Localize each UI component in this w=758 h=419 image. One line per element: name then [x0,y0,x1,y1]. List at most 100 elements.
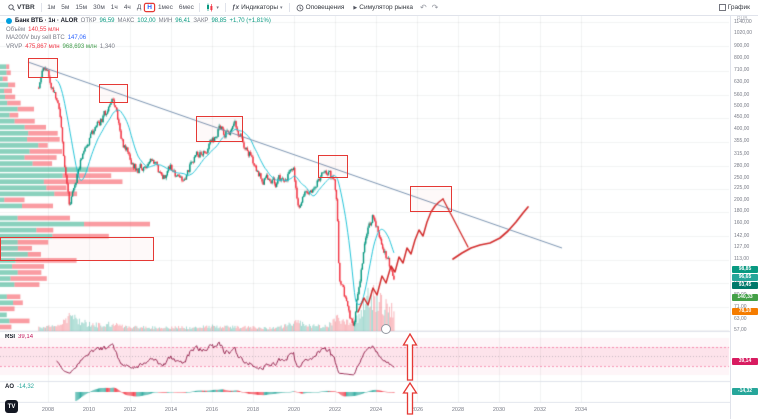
drawn-rectangle[interactable] [196,116,243,142]
alarm-clock-icon [296,4,303,11]
volume-label: Объём [6,26,26,33]
timeframe-1ч[interactable]: 1ч [110,4,118,11]
time-scale[interactable]: 2008 2010 2012 2014 2016 2018 2020 2022 2024 2026… [0,403,730,419]
year-tick-label: 2024 [369,407,383,413]
symbol-label: VTBR [17,4,35,11]
open-label: ОТКР [80,18,97,24]
timeframe-5м[interactable]: 5м [61,4,70,11]
indicators-label: Индикаторы [241,4,279,11]
top-toolbar: VTBR 1м 5м 15м 30м 1ч 4ч Д Н 1мес 6мес ▾ ƒx Индик… [0,0,758,16]
legend: Банк ВТБ · 1н · ALOR ОТКР 96,59 МАКС 102… [6,17,271,51]
year-tick-label: 2016 [205,407,219,413]
price-label-box: 78,10 [732,308,758,315]
drawn-arrow-up-icon[interactable] [402,382,418,415]
drawn-rectangle[interactable] [0,237,154,261]
timeframe-1м[interactable]: 1м [47,4,56,11]
legend-ma-row[interactable]: MA200V buy sell BTC 147,06 [6,34,271,43]
high-label: МАКС [117,18,135,24]
year-tick-label: 2022 [328,407,342,413]
ma-indicator-label: MA200V buy sell BTC [6,35,65,41]
symbol-title: Банк ВТБ · 1н · ALOR [15,18,78,24]
price-tick-label: 450,00 [734,114,750,121]
price-tick-label: 113,00 [734,256,749,263]
year-tick-label: 2012 [123,407,137,413]
price-label-box: 96,65 [732,274,758,281]
year-tick-label: 2028 [451,407,465,413]
vrvp-value-1: 475,867 млн [25,43,60,50]
change-value: +1,70 (+1,81%) [229,18,271,24]
timeframe-1мес[interactable]: 1мес [157,4,173,11]
layout-button[interactable]: График [716,3,753,12]
year-tick-label: 2010 [82,407,96,413]
year-tick-label: 2026 [410,407,424,413]
layout-label: График [727,4,750,11]
search-icon [8,4,15,11]
symbol-search-button[interactable]: VTBR [5,3,38,12]
drawn-rectangle[interactable] [28,58,58,78]
price-tick-label: 400,00 [734,126,750,133]
year-tick-label: 2014 [164,407,178,413]
chart-type-button[interactable]: ▾ [203,2,222,13]
symbol-logo [6,18,12,25]
vrvp-value-3: 1,340 [99,43,115,50]
candlestick-icon [207,3,213,12]
open-value: 96,59 [99,18,115,24]
price-tick-label: 630,00 [734,79,750,86]
year-tick-label: 2008 [41,407,55,413]
timeframe-30м[interactable]: 30м [93,4,105,11]
undo-button[interactable]: ↶ [419,3,427,12]
price-tick-label: 280,00 [734,162,750,169]
rsi-pane-legend[interactable]: RSI 39,14 [5,334,33,340]
indicators-button[interactable]: ƒx Индикаторы ▾ [229,3,286,12]
timeframe-6мес[interactable]: 6мес [178,4,194,11]
drawn-rectangle[interactable] [99,84,128,103]
toolbar-separator [288,3,290,12]
legend-symbol-row[interactable]: Банк ВТБ · 1н · ALOR ОТКР 96,59 МАКС 102… [6,17,271,26]
last-bar-marker[interactable] [381,324,391,334]
legend-volume-row[interactable]: Объём 140,55 млн [6,26,271,35]
close-value: 98,85 [211,18,227,24]
ao-label: AO [5,384,14,390]
replay-button[interactable]: ▶ Симулятор рынка [350,3,416,12]
ao-value: -14,32 [17,384,35,390]
price-scale[interactable]: RUB 1140,00 1020,00 900,00 800,00 710,00 630,… [730,15,758,419]
chevron-down-icon: ▾ [280,4,283,11]
alerts-label: Оповещения [305,4,345,11]
chevron-down-icon: ▾ [216,4,219,11]
redo-button[interactable]: ↷ [431,3,439,12]
toolbar-separator [199,3,201,12]
rsi-value: 39,14 [18,334,34,340]
play-icon: ▶ [353,4,358,11]
year-tick-label: 2032 [533,407,547,413]
price-label-box: 93,45 [732,282,758,289]
price-tick-label: 800,00 [734,54,750,61]
drawn-rectangle[interactable] [318,155,348,178]
price-tick-label: 127,00 [734,244,750,251]
tradingview-logo[interactable]: TV [5,400,18,413]
price-label-box: 140,33 [732,294,758,301]
legend-vrvp-row[interactable]: VRVP 475,867 млн 968,693 млн 1,340 [6,43,271,52]
currency-label: RUB [737,16,748,22]
toolbar-separator [224,3,226,12]
timeframe-4ч[interactable]: 4ч [123,4,131,11]
low-value: 96,41 [175,18,191,24]
toolbar-separator [40,3,42,12]
year-tick-label: 2018 [246,407,260,413]
drawn-arrow-up-icon[interactable] [402,333,418,381]
ao-pane-legend[interactable]: AO -14,32 [5,384,34,390]
high-value: 102,00 [137,18,156,24]
timeframe-Н[interactable]: Н [145,4,155,11]
price-label-box: 98,85 [732,266,758,273]
alerts-button[interactable]: Оповещения [293,3,348,13]
close-label: ЗАКР [193,18,209,24]
timeframe-group: 1м 5м 15м 30м 1ч 4ч Д Н 1мес 6мес [45,4,197,11]
timeframe-15м[interactable]: 15м [75,4,88,11]
drawn-rectangle[interactable] [410,186,452,212]
timeframe-Д[interactable]: Д [136,4,142,11]
price-tick-label: 900,00 [734,42,750,49]
price-label-box: -14,32 [732,388,758,395]
function-icon: ƒx [231,4,240,11]
price-tick-label: 500,00 [734,103,750,110]
